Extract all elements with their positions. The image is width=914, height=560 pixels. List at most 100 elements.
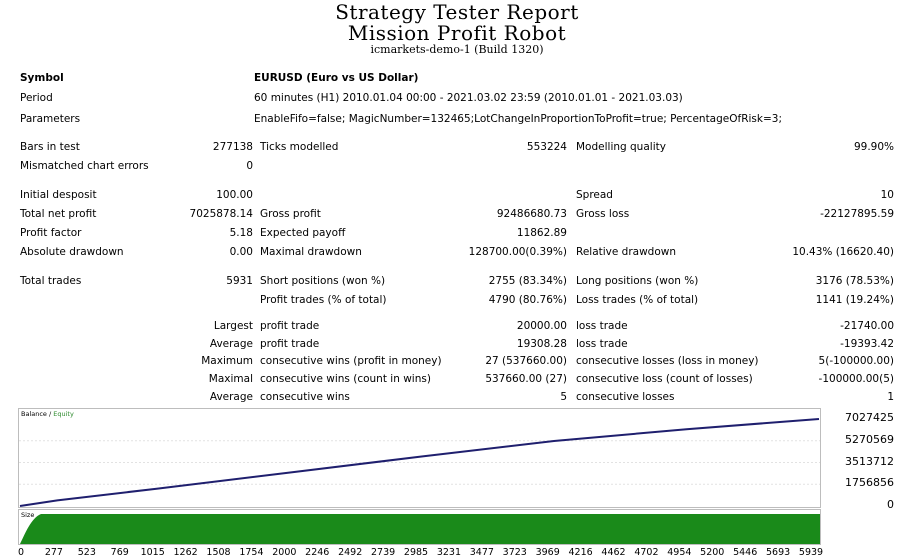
- short-positions-label: Short positions (won %): [260, 275, 386, 287]
- average-consecutive-losses-label: consecutive losses: [576, 391, 675, 403]
- bars-value: 277138: [212, 141, 253, 153]
- legend-equity: Equity: [53, 410, 74, 418]
- period-value: 60 minutes (H1) 2010.01.04 00:00 - 2021.…: [254, 92, 683, 104]
- x-tick-label: 277: [44, 547, 63, 558]
- maximal-consecutive-losses-label: consecutive loss (count of losses): [576, 373, 753, 385]
- largest-loss-trade-label: loss trade: [576, 320, 628, 332]
- average-loss-trade-value: -19393.42: [840, 338, 894, 350]
- size-chart: Size: [18, 509, 821, 545]
- deposit-value: 100.00: [216, 189, 253, 201]
- loss-trades-label: Loss trades (% of total): [576, 294, 699, 306]
- largest-label: Largest: [213, 320, 253, 332]
- max-consecutive-losses-value: 5(-100000.00): [818, 355, 894, 367]
- x-tick-label: 2985: [403, 547, 429, 558]
- average-consecutive-label: Average: [209, 391, 253, 403]
- x-tick-label: 1508: [206, 547, 231, 558]
- short-positions-value: 2755 (83.34%): [488, 275, 567, 287]
- total-trades-value: 5931: [226, 275, 253, 287]
- net-profit-label: Total net profit: [20, 208, 97, 220]
- x-tick-label: 4462: [601, 547, 626, 558]
- relative-drawdown-value: 10.43% (16620.40): [792, 246, 894, 258]
- maximal-consecutive-wins-value: 537660.00 (27): [485, 373, 567, 385]
- gross-loss-label: Gross loss: [576, 208, 630, 220]
- parameters-label: Parameters: [20, 113, 81, 125]
- robot-name: Mission Profit Robot: [347, 21, 567, 45]
- period-label: Period: [20, 92, 53, 104]
- average-profit-trade-label: profit trade: [260, 338, 320, 350]
- maximal-consecutive-losses-value: -100000.00(5): [818, 373, 894, 385]
- x-tick-label: 2000: [272, 547, 297, 558]
- x-tick-label: 3723: [502, 547, 527, 558]
- symbol-label: Symbol: [20, 72, 64, 84]
- x-tick-label: 769: [110, 547, 129, 558]
- average-consecutive-wins-label: consecutive wins: [260, 391, 350, 403]
- gross-profit-label: Gross profit: [260, 208, 321, 220]
- mismatch-label: Mismatched chart errors: [20, 160, 149, 172]
- bars-label: Bars in test: [20, 141, 80, 153]
- balance-chart: Balance / Equity: [18, 408, 821, 508]
- largest-profit-trade-value: 20000.00: [516, 320, 567, 332]
- average-consecutive-losses-value: 1: [887, 391, 894, 403]
- x-tick-label: 1754: [239, 547, 264, 558]
- absolute-drawdown-value: 0.00: [229, 246, 253, 258]
- y-tick-label: 3513712: [845, 454, 894, 468]
- x-tick-label: 1015: [140, 547, 165, 558]
- maximal-drawdown-value: 128700.00(0.39%): [468, 246, 567, 258]
- expected-payoff-value: 11862.89: [516, 227, 567, 239]
- long-positions-value: 3176 (78.53%): [815, 275, 894, 287]
- profit-factor-value: 5.18: [229, 227, 253, 239]
- balance-plot: [19, 418, 820, 507]
- average-consecutive-wins-value: 5: [560, 391, 567, 403]
- spread-label: Spread: [576, 189, 613, 201]
- x-tick-label: 1262: [173, 547, 198, 558]
- x-tick-label: 4954: [667, 547, 692, 558]
- size-area: [20, 514, 820, 544]
- total-trades-label: Total trades: [20, 275, 82, 287]
- legend-separator: /: [46, 410, 54, 418]
- largest-loss-trade-value: -21740.00: [840, 320, 894, 332]
- x-tick-label: 5446: [733, 547, 758, 558]
- x-tick-label: 3231: [436, 547, 461, 558]
- maximal-consecutive-wins-label: consecutive wins (count in wins): [260, 373, 431, 385]
- parameters-value: EnableFifo=false; MagicNumber=132465;Lot…: [254, 113, 782, 125]
- y-tick-label: 0: [887, 498, 894, 511]
- gross-loss-value: -22127895.59: [820, 208, 894, 220]
- relative-drawdown-label: Relative drawdown: [576, 246, 677, 258]
- max-consecutive-losses-label: consecutive losses (loss in money): [576, 355, 759, 367]
- x-tick-label: 5939: [798, 547, 824, 558]
- report-title: Strategy Tester Report: [335, 0, 579, 24]
- ticks-value: 553224: [526, 141, 567, 153]
- profit-trades-value: 4790 (80.76%): [488, 294, 567, 306]
- x-tick-label: 4702: [634, 547, 659, 558]
- gross-profit-value: 92486680.73: [496, 208, 567, 220]
- maximal-label: Maximal: [208, 373, 253, 385]
- average-profit-trade-value: 19308.28: [516, 338, 567, 350]
- long-positions-label: Long positions (won %): [576, 275, 699, 287]
- symbol-value: EURUSD (Euro vs US Dollar): [254, 72, 419, 84]
- x-tick-label: 4216: [568, 547, 593, 558]
- net-profit-value: 7025878.14: [189, 208, 253, 220]
- profit-trades-label: Profit trades (% of total): [260, 294, 387, 306]
- x-tick-label: 3477: [469, 547, 494, 558]
- maximal-drawdown-label: Maximal drawdown: [260, 246, 362, 258]
- deposit-label: Initial desposit: [20, 189, 97, 201]
- x-tick-label: 0: [17, 547, 25, 558]
- expected-payoff-label: Expected payoff: [260, 227, 346, 239]
- x-tick-label: 2739: [370, 547, 396, 558]
- average-loss-trade-label: loss trade: [576, 338, 628, 350]
- largest-profit-trade-label: profit trade: [260, 320, 320, 332]
- x-tick-label: 5693: [765, 547, 791, 558]
- x-tick-label: 2246: [305, 547, 330, 558]
- server-build: icmarkets-demo-1 (Build 1320): [370, 43, 544, 56]
- x-tick-label: 523: [77, 547, 96, 558]
- balance-line: [19, 418, 820, 507]
- x-tick-label: 3969: [535, 547, 560, 558]
- size-label: Size: [21, 511, 35, 519]
- y-tick-label: 7027425: [845, 411, 894, 424]
- quality-label: Modelling quality: [576, 141, 666, 153]
- x-tick-label: 2492: [338, 547, 363, 558]
- legend-balance: Balance: [21, 410, 47, 418]
- y-tick-label: 5270569: [845, 432, 894, 446]
- ticks-label: Ticks modelled: [260, 141, 339, 153]
- mismatch-value: 0: [246, 160, 253, 172]
